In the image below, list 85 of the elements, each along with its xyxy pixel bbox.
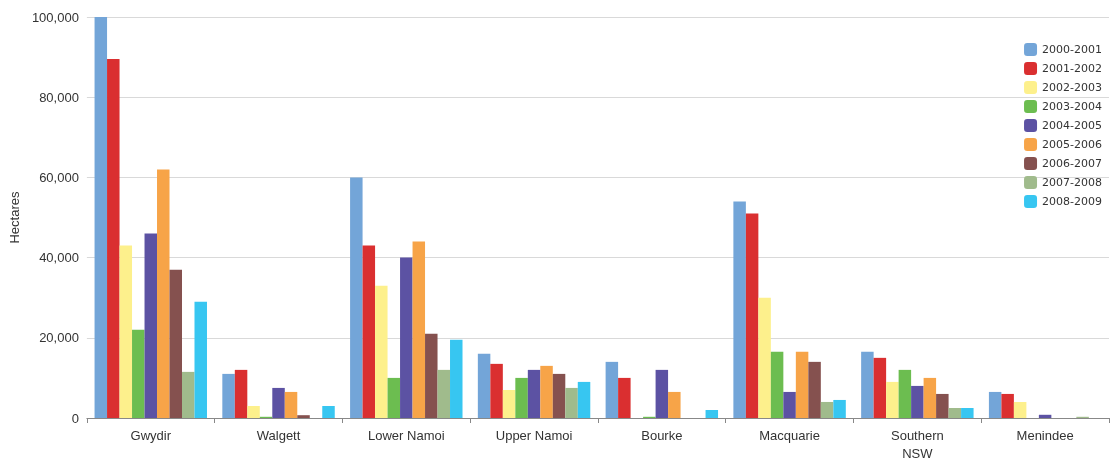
bar: [923, 377, 937, 418]
bar: [490, 363, 503, 418]
y-tick-label: 100,000: [31, 9, 79, 25]
x-tick-label: Southern NSW: [890, 427, 944, 461]
bar: [502, 389, 516, 418]
bar: [425, 333, 438, 418]
bar: [194, 301, 207, 418]
bar: [297, 415, 310, 418]
bar: [577, 381, 591, 418]
y-tick-label: 20,000: [39, 330, 79, 346]
bar: [1038, 414, 1052, 418]
bar: [911, 385, 924, 418]
bar: [745, 213, 759, 418]
bar: [284, 391, 298, 418]
bar: [668, 391, 681, 418]
bar: [322, 405, 335, 418]
legend-label: 2001-2002: [1042, 62, 1103, 75]
bar: [157, 169, 170, 418]
bar: [618, 377, 631, 418]
bar: [795, 351, 809, 418]
bar: [182, 371, 195, 418]
bar: [247, 405, 260, 418]
bar: [705, 409, 719, 418]
bar: [861, 351, 874, 418]
legend-label: 2008-2009: [1042, 195, 1103, 208]
bar: [540, 365, 553, 418]
bar: [387, 377, 401, 418]
bar: [961, 407, 974, 418]
bar: [948, 407, 962, 418]
bar: [222, 373, 235, 418]
y-tick-label: 80,000: [39, 89, 79, 105]
bar: [1001, 393, 1014, 418]
bar: [783, 391, 796, 418]
bar: [400, 257, 413, 418]
bar: [527, 369, 541, 418]
bar: [169, 269, 182, 418]
bar: [437, 369, 451, 418]
y-tick-label: 60,000: [39, 169, 79, 185]
x-tick-label: Menindee: [1016, 427, 1074, 443]
bar: [988, 391, 1002, 418]
x-tick-label: Gwydir: [130, 427, 172, 443]
bar: [107, 59, 120, 418]
bar: [733, 201, 746, 418]
bar: [605, 361, 619, 418]
x-tick-label: Upper Namoi: [495, 427, 573, 443]
y-tick-label: 0: [71, 410, 79, 426]
bar: [94, 17, 108, 418]
legend-label: 2000-2001: [1042, 43, 1103, 56]
bar: [873, 357, 887, 418]
bar: [515, 377, 528, 418]
bar: [820, 401, 834, 418]
bar: [362, 245, 376, 418]
legend-label: 2006-2007: [1042, 157, 1103, 170]
bar: [450, 339, 463, 418]
bar: [770, 351, 784, 418]
bar: [477, 353, 491, 418]
bar: [898, 369, 912, 418]
bar: [808, 361, 821, 418]
bar: [758, 297, 771, 418]
bar: [412, 241, 426, 418]
bar: [655, 369, 669, 418]
bar: [565, 387, 578, 418]
bar: [936, 393, 949, 418]
legend-label: 2002-2003: [1042, 81, 1103, 94]
y-tick-label: 40,000: [39, 250, 79, 266]
legend-label: 2004-2005: [1042, 119, 1103, 132]
bar: [272, 387, 285, 418]
bar: [234, 369, 248, 418]
bar: [1013, 401, 1027, 418]
legend-label: 2007-2008: [1042, 176, 1103, 189]
x-tick-label: Lower Namoi: [368, 427, 445, 443]
bar: [144, 233, 158, 418]
bar: [350, 177, 363, 418]
bar: [119, 245, 133, 418]
bar: [552, 373, 566, 418]
legend-label: 2005-2006: [1042, 138, 1103, 151]
x-tick-label: Bourke: [641, 427, 683, 443]
bar: [375, 285, 388, 418]
x-tick-label: Macquarie: [759, 427, 820, 443]
y-axis-title: Hectares: [7, 191, 22, 244]
bar: [132, 329, 145, 418]
x-tick-label: Walgett: [256, 427, 301, 443]
bar: [886, 381, 899, 418]
legend-label: 2003-2004: [1042, 100, 1103, 113]
bar: [833, 399, 846, 418]
